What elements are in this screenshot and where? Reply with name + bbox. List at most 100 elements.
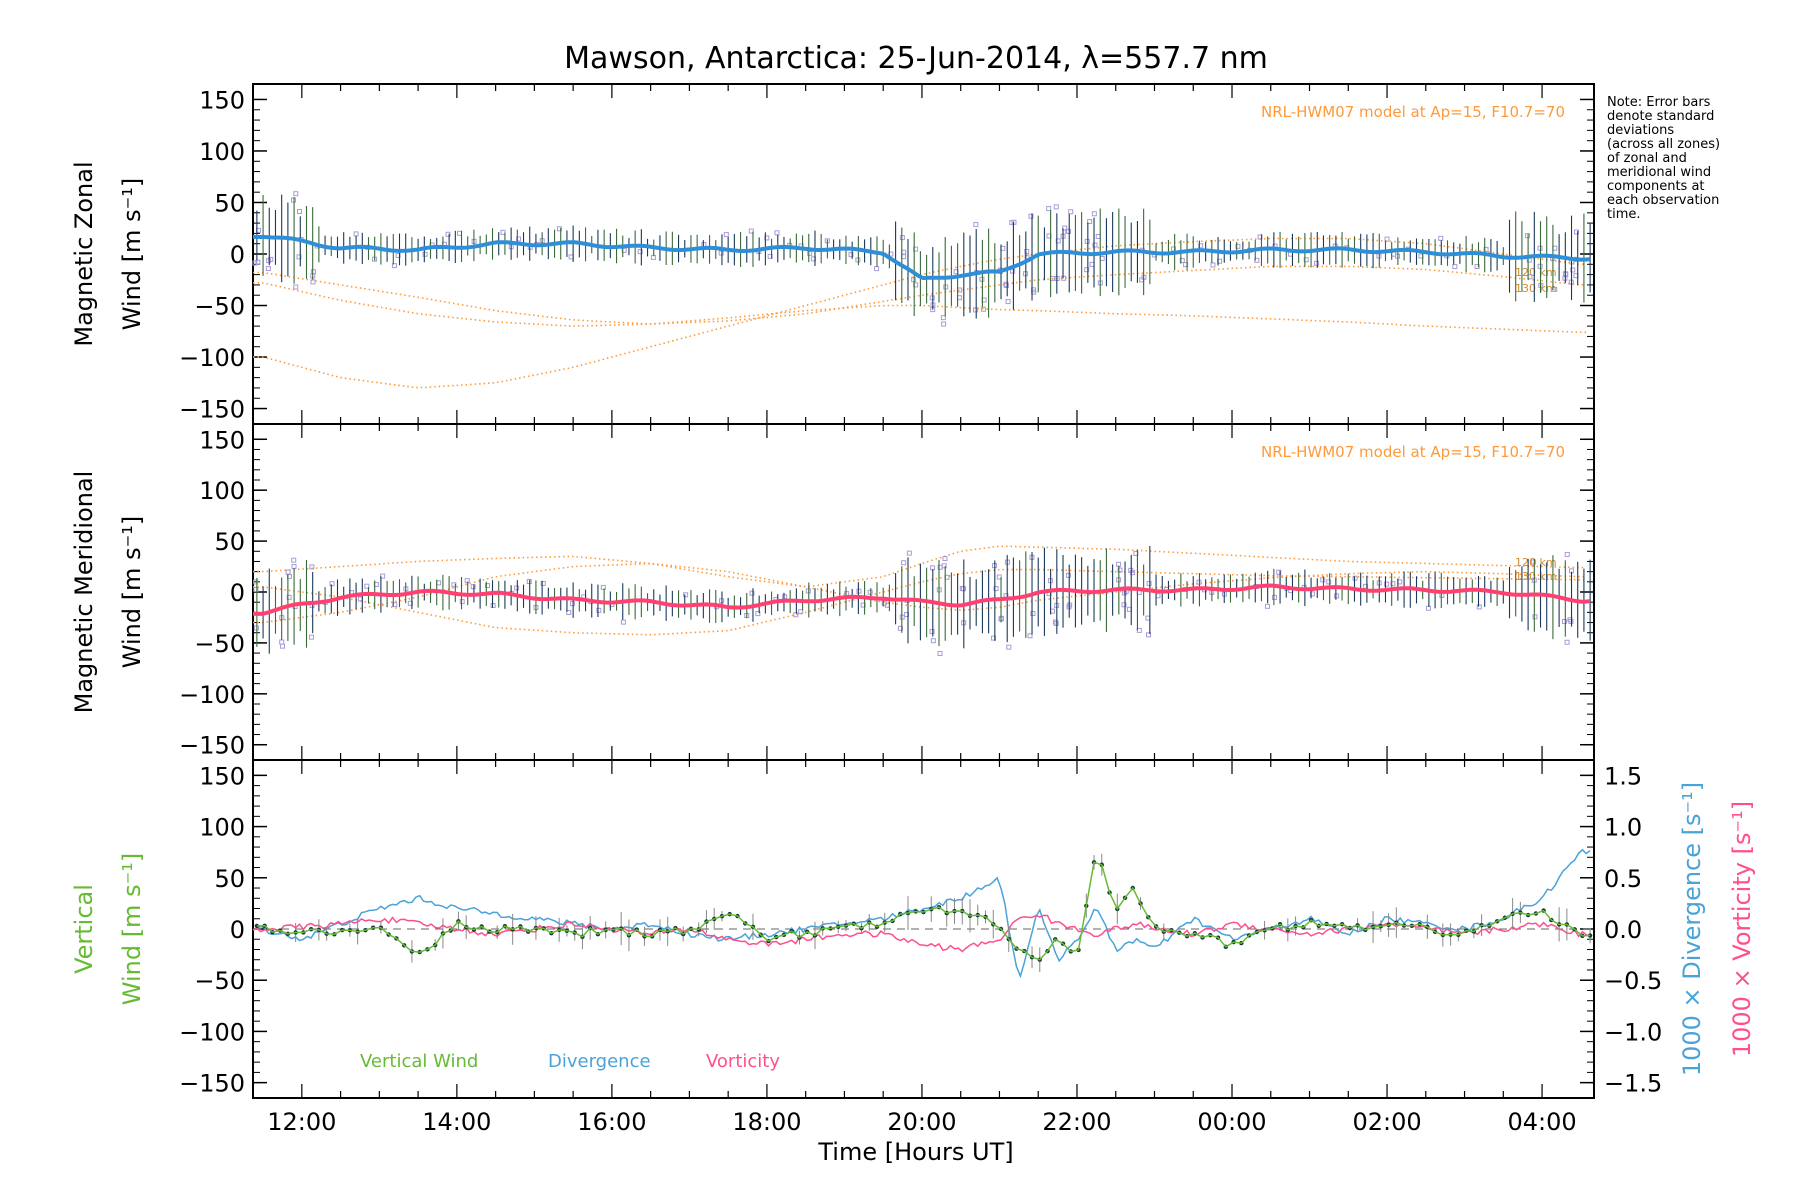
zone-point [1257, 234, 1263, 240]
y-axis-label: Magnetic Meridional [70, 471, 98, 714]
model-label: NRL-HWM07 model at Ap=15, F10.7=70 [1261, 103, 1565, 121]
y-axis-label: Wind [m s⁻¹] [118, 516, 146, 668]
zone-point [1334, 593, 1340, 599]
zone-scatter [253, 550, 1575, 656]
zone-point [930, 638, 936, 644]
zone-point [1309, 591, 1315, 597]
zone-point [1146, 581, 1152, 587]
panel-zonal: 150 100 50 0 −50 −100 −150 Magnetic Zonal Wind [… [70, 83, 1595, 425]
zone-point [993, 586, 999, 592]
zone-point [1066, 228, 1072, 234]
zone-point [568, 254, 574, 260]
zone-point [901, 560, 907, 566]
y-axis-label: Vertical [70, 884, 98, 974]
zone-point [718, 250, 724, 256]
zone-point [782, 594, 788, 600]
y-tick-label: 0 [230, 579, 245, 607]
zone-point [1570, 267, 1576, 273]
zone-point [1046, 206, 1052, 212]
zone-point [1264, 603, 1270, 609]
zone-point [980, 306, 986, 312]
zone-point [353, 231, 359, 237]
y2-tick-label: −1.0 [1604, 1018, 1662, 1046]
vorticity-axis-label: 1000 × Vorticity [s⁻¹] [1728, 801, 1756, 1057]
y2-tick-label: −0.5 [1604, 967, 1662, 995]
figure-title: Mawson, Antarctica: 25-Jun-2014, λ=557.7… [564, 41, 1268, 76]
x-tick-label: 16:00 [577, 1108, 646, 1136]
zone-point [874, 266, 880, 272]
zone-point [500, 229, 506, 235]
vertical-wind-point [1587, 933, 1593, 938]
zone-point [1483, 246, 1489, 252]
zone-point [1276, 569, 1282, 575]
zone-point [1352, 575, 1358, 581]
y-tick-label: −150 [179, 396, 245, 424]
zone-point [1532, 614, 1538, 620]
zone-point [941, 321, 947, 327]
zone-point [906, 550, 912, 556]
zone-point [937, 650, 943, 656]
zone-point [380, 573, 386, 579]
y-tick-label: 50 [214, 528, 245, 556]
zone-point [1564, 639, 1570, 645]
zone-point [566, 609, 572, 615]
y-axis-label: Wind [m s⁻¹] [118, 178, 146, 330]
zone-point [297, 209, 303, 215]
y2-tick-label: −1.5 [1604, 1070, 1662, 1098]
x-tick-label: 02:00 [1352, 1108, 1421, 1136]
zone-point [1476, 604, 1482, 610]
zone-point [1053, 620, 1059, 626]
y-tick-label: −50 [194, 967, 245, 995]
model-curve [253, 562, 1587, 624]
y-tick-label: −50 [194, 630, 245, 658]
zone-point [940, 315, 946, 321]
zone-point [774, 230, 780, 236]
zone-point [1052, 619, 1058, 625]
zone-point [459, 599, 465, 605]
vertical-wind-points [254, 853, 1593, 973]
zone-point [620, 619, 626, 625]
zone-point [911, 277, 917, 283]
zone-point [252, 260, 258, 266]
zone-point [904, 612, 910, 618]
zone-point [451, 582, 457, 588]
zone-point [596, 607, 602, 613]
y-tick-label: 150 [199, 86, 245, 114]
zone-point [899, 235, 905, 241]
zone-point [286, 594, 292, 600]
zone-point [867, 589, 873, 595]
zone-point [1524, 233, 1530, 239]
zone-point [856, 588, 862, 594]
zone-point [1061, 275, 1067, 281]
zone-point [279, 639, 285, 645]
zone-point [1003, 281, 1009, 287]
y-tick-label: 0 [230, 916, 245, 944]
zone-point [291, 557, 297, 563]
zone-point [897, 625, 903, 631]
panel-meridional: 150 100 50 0 −50 −100 −150 Magnetic Meridional W… [70, 423, 1595, 761]
zone-point [973, 307, 979, 313]
zone-point [1055, 238, 1061, 244]
zone-point [1314, 260, 1320, 266]
x-axis: 12:00 14:00 16:00 18:00 20:00 22:00 00:00 02:00… [267, 1108, 1576, 1136]
y-tick-label: 150 [199, 426, 245, 454]
y-tick-label: −50 [194, 293, 245, 321]
panel-vertical: 150 100 50 0 −50 −100 −150 Vertical Wind [m s⁻¹]… [70, 759, 1756, 1099]
y-axis-label: Wind [m s⁻¹] [118, 853, 146, 1005]
zone-point [1091, 211, 1097, 217]
zone-point [637, 249, 643, 255]
zone-point [1564, 551, 1570, 557]
divergence-axis-label: 1000 × Divergence [s⁻¹] [1678, 782, 1706, 1076]
zone-point [723, 232, 729, 238]
zone-point [1561, 618, 1567, 624]
legend-entry: Divergence [548, 1051, 651, 1072]
x-tick-label: 04:00 [1507, 1108, 1576, 1136]
zone-point [943, 284, 949, 290]
zone-point [556, 226, 562, 232]
zone-point [807, 250, 813, 256]
x-tick-label: 00:00 [1197, 1108, 1266, 1136]
zone-point [1117, 567, 1123, 573]
zone-point [490, 603, 496, 609]
zone-point [1089, 261, 1095, 267]
zone-point [683, 592, 689, 598]
